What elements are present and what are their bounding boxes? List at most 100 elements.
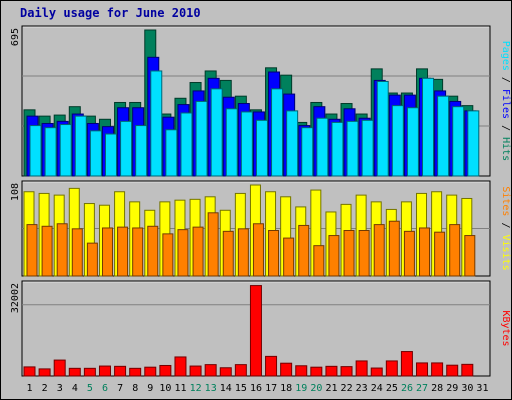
- bar-sites-day-21: [328, 235, 340, 277]
- x-label-day-4: 4: [72, 383, 78, 394]
- bar-pages-day-9: [150, 70, 163, 177]
- bar-kbytes-day-30: [461, 363, 474, 377]
- bar-pages-day-29: [452, 106, 465, 177]
- bar-pages-day-18: [286, 110, 299, 177]
- legend-bottom: KBytes: [500, 310, 511, 346]
- legend-item-pages: Pages: [500, 41, 511, 71]
- bar-pages-day-26: [406, 107, 419, 177]
- bar-sites-day-1: [26, 224, 38, 277]
- bar-sites-day-30: [464, 235, 476, 277]
- bar-kbytes-day-29: [446, 364, 459, 377]
- bar-pages-day-13: [210, 88, 223, 177]
- bar-sites-day-7: [117, 226, 129, 277]
- x-label-day-7: 7: [117, 383, 123, 394]
- legend-middle: Sites / Visits: [500, 186, 511, 270]
- x-label-day-9: 9: [147, 383, 153, 394]
- x-label-day-14: 14: [220, 383, 232, 394]
- bar-pages-day-14: [225, 108, 238, 177]
- bar-pages-day-3: [59, 124, 72, 177]
- bar-pages-day-22: [346, 120, 359, 177]
- bar-pages-day-15: [240, 111, 253, 177]
- bar-pages-day-28: [437, 95, 450, 177]
- bar-kbytes-day-10: [159, 364, 172, 377]
- bar-sites-day-19: [298, 224, 310, 277]
- bar-pages-day-16: [255, 119, 268, 177]
- legend-item-sites: Sites: [500, 186, 511, 216]
- bar-kbytes-day-14: [219, 367, 232, 377]
- bar-kbytes-day-5: [83, 367, 96, 377]
- x-label-day-20: 20: [310, 383, 322, 394]
- bar-pages-day-2: [44, 127, 57, 177]
- bar-pages-day-30: [467, 110, 480, 177]
- x-label-day-21: 21: [325, 383, 337, 394]
- x-label-day-5: 5: [87, 383, 93, 394]
- x-label-day-31: 31: [476, 383, 488, 394]
- bar-sites-day-4: [71, 228, 83, 277]
- legend-top: Pages / Files / Hits: [500, 41, 511, 161]
- bar-pages-day-1: [29, 125, 42, 177]
- bar-sites-day-8: [132, 227, 144, 277]
- bar-pages-day-17: [271, 88, 284, 177]
- bar-sites-day-9: [147, 225, 159, 277]
- x-label-day-19: 19: [295, 383, 307, 394]
- bar-pages-day-20: [316, 117, 329, 177]
- bar-kbytes-day-19: [295, 365, 308, 377]
- bar-kbytes-day-25: [385, 360, 398, 377]
- legend-item-visits: Visits: [500, 235, 511, 271]
- bar-sites-day-16: [252, 223, 264, 277]
- bar-pages-day-21: [331, 121, 344, 177]
- bar-kbytes-day-26: [400, 351, 413, 377]
- bar-kbytes-day-17: [265, 355, 278, 377]
- bar-sites-day-20: [313, 245, 325, 277]
- bar-kbytes-day-15: [234, 364, 247, 377]
- x-label-day-11: 11: [174, 383, 186, 394]
- x-label-day-2: 2: [42, 383, 48, 394]
- bar-pages-day-23: [361, 119, 374, 177]
- bar-kbytes-day-13: [204, 364, 217, 377]
- bar-kbytes-day-18: [280, 362, 293, 377]
- bar-sites-day-27: [419, 227, 431, 277]
- y-max-label: 32002: [10, 283, 21, 313]
- bar-sites-day-11: [177, 229, 189, 277]
- bar-kbytes-day-27: [416, 362, 429, 377]
- bar-sites-day-14: [222, 230, 234, 277]
- bar-pages-day-19: [301, 127, 314, 177]
- bar-sites-day-23: [358, 230, 370, 277]
- x-label-day-22: 22: [341, 383, 353, 394]
- bar-sites-day-3: [56, 223, 68, 277]
- x-label-day-17: 17: [265, 383, 277, 394]
- x-label-day-3: 3: [57, 383, 63, 394]
- bar-pages-day-6: [104, 133, 117, 177]
- bar-pages-day-4: [74, 115, 87, 177]
- bar-sites-day-2: [41, 225, 53, 277]
- bar-kbytes-day-11: [174, 356, 187, 377]
- bar-pages-day-27: [422, 77, 435, 177]
- chart-title: Daily usage for June 2010: [20, 6, 201, 20]
- bar-pages-day-11: [180, 112, 193, 177]
- x-label-day-25: 25: [386, 383, 398, 394]
- bar-sites-day-17: [268, 230, 280, 277]
- bar-sites-day-18: [283, 237, 295, 277]
- bar-sites-day-26: [403, 230, 415, 277]
- bar-sites-day-25: [388, 220, 400, 277]
- x-label-day-8: 8: [132, 383, 138, 394]
- legend-separator: /: [500, 119, 511, 137]
- bar-sites-day-5: [86, 242, 98, 277]
- bar-kbytes-day-9: [144, 366, 157, 377]
- bar-kbytes-day-23: [355, 360, 368, 377]
- x-label-day-12: 12: [190, 383, 202, 394]
- bar-pages-day-7: [120, 120, 133, 177]
- bar-kbytes-day-2: [38, 368, 51, 377]
- legend-separator: /: [500, 71, 511, 89]
- bar-sites-day-24: [373, 224, 385, 277]
- x-label-day-1: 1: [27, 383, 33, 394]
- x-label-day-30: 30: [461, 383, 473, 394]
- x-label-day-23: 23: [356, 383, 368, 394]
- x-label-day-13: 13: [205, 383, 217, 394]
- bar-kbytes-day-28: [431, 362, 444, 377]
- bar-sites-day-28: [434, 231, 446, 277]
- bar-pages-day-5: [89, 130, 102, 177]
- bar-kbytes-day-3: [53, 359, 66, 377]
- y-max-label: 108: [10, 183, 21, 201]
- bar-pages-day-24: [376, 80, 389, 177]
